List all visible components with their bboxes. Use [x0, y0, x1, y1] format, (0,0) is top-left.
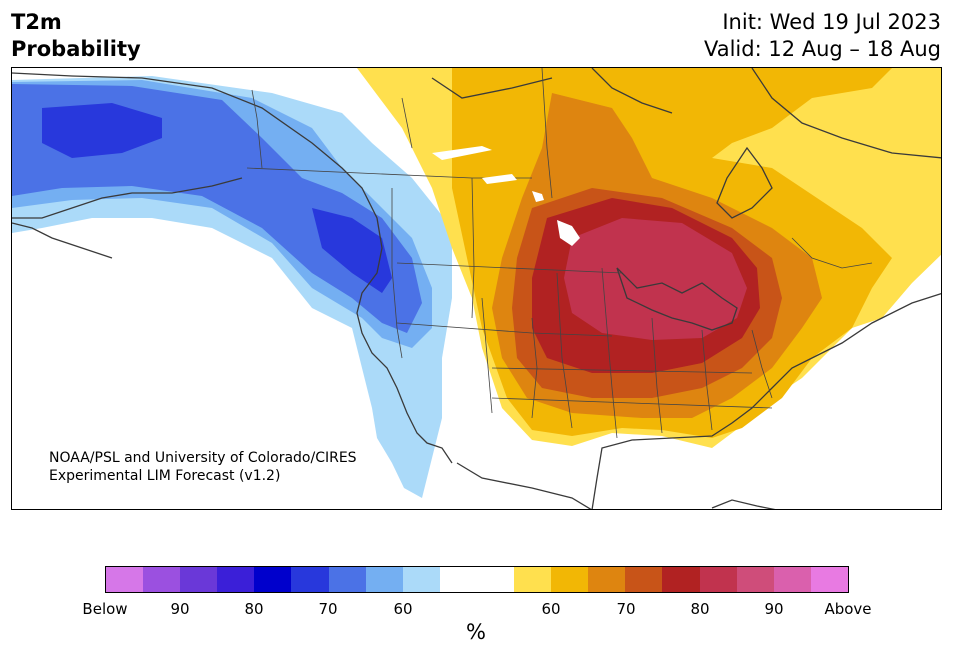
colorbar-swatch	[588, 567, 626, 592]
colorbar-swatch	[736, 567, 774, 592]
cbar-tick-label: 80	[244, 600, 264, 618]
credit-line-2: Experimental LIM Forecast (v1.2)	[49, 468, 281, 484]
colorbar-swatch	[773, 567, 811, 592]
cbar-tick-label: 60	[393, 600, 413, 618]
colorbar-swatch	[291, 567, 329, 592]
colorbar-swatch	[662, 567, 700, 592]
colorbar-swatch	[217, 567, 255, 592]
colorbar-swatch	[476, 567, 515, 592]
colorbar-swatch	[551, 567, 589, 592]
cbar-tick-label: 60	[541, 600, 561, 618]
forecast-map	[11, 67, 942, 510]
colorbar	[105, 566, 849, 593]
title-line-1: T2m	[11, 10, 62, 34]
colorbar-swatch	[254, 567, 292, 592]
warm-region-85	[564, 218, 747, 340]
cbar-tick-label: Below	[82, 600, 128, 618]
cbar-tick-label: 80	[690, 600, 710, 618]
forecast-dates: Init: Wed 19 Jul 2023 Valid: 12 Aug – 18…	[704, 9, 941, 63]
colorbar-swatch	[143, 567, 181, 592]
colorbar-swatch	[514, 567, 552, 592]
coastlines	[12, 68, 941, 509]
valid-dates: Valid: 12 Aug – 18 Aug	[703, 37, 941, 61]
title-line-2: Probability	[11, 37, 141, 61]
cold-region-90	[42, 103, 392, 293]
colorbar-swatch	[439, 567, 477, 592]
colorbar-swatch	[365, 567, 403, 592]
colorbar-swatch	[810, 567, 848, 592]
colorbar-swatch	[625, 567, 663, 592]
cbar-tick-label: Above	[824, 600, 872, 618]
colorbar-swatch	[106, 567, 144, 592]
colorbar-swatch	[699, 567, 737, 592]
colorbar-swatch	[180, 567, 218, 592]
cbar-tick-label: 90	[170, 600, 190, 618]
colorbar-swatch	[402, 567, 440, 592]
colorbar-swatch	[328, 567, 366, 592]
colorbar-unit: %	[466, 620, 486, 644]
init-date: Init: Wed 19 Jul 2023	[722, 10, 941, 34]
cbar-tick-label: 70	[616, 600, 636, 618]
political-borders	[246, 68, 873, 439]
credit-text: NOAA/PSL and University of Colorado/CIRE…	[49, 449, 357, 485]
map-svg	[12, 68, 941, 509]
cbar-tick-label: 70	[318, 600, 338, 618]
credit-line-1: NOAA/PSL and University of Colorado/CIRE…	[49, 450, 357, 466]
plot-title: T2m Probability	[11, 9, 141, 63]
cbar-tick-label: 90	[764, 600, 784, 618]
lake	[432, 146, 580, 246]
